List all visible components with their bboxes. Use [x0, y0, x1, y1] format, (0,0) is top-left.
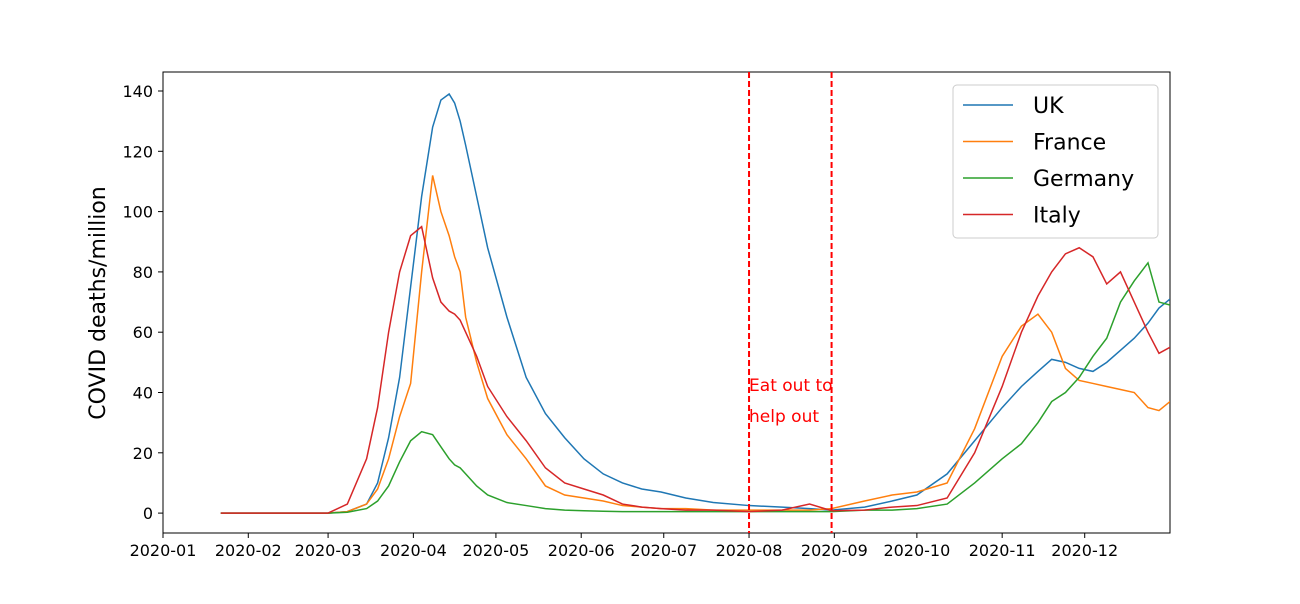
y-tick-label: 140	[122, 82, 153, 101]
x-tick-label: 2020-04	[380, 541, 447, 560]
y-tick-label: 80	[133, 263, 153, 282]
annotation: help out	[749, 407, 819, 427]
x-tick-label: 2020-06	[548, 541, 615, 560]
y-tick-label: 40	[133, 383, 153, 402]
legend-label: Italy	[1033, 204, 1081, 229]
legend-label: Germany	[1033, 167, 1134, 192]
x-tick-label: 2020-09	[801, 541, 868, 560]
x-tick-label: 2020-11	[969, 541, 1036, 560]
y-tick-label: 20	[133, 444, 153, 463]
y-tick-label: 100	[122, 203, 153, 222]
x-tick-label: 2020-10	[883, 541, 950, 560]
x-tick-label: 2020-12	[1051, 541, 1118, 560]
x-tick-label: 2020-01	[130, 541, 197, 560]
legend-box	[952, 84, 1159, 239]
legend-label: France	[1033, 131, 1106, 156]
x-tick-label: 2020-08	[716, 541, 783, 560]
x-tick-label: 2020-03	[295, 541, 362, 560]
annotation: Eat out to	[749, 376, 833, 396]
legend-label: UK	[1033, 94, 1064, 119]
series-line	[220, 225, 1170, 514]
series-line	[220, 261, 1170, 514]
x-tick-label: 2020-07	[630, 541, 697, 560]
y-tick-label: 120	[122, 142, 153, 161]
plot-frame	[162, 71, 1171, 534]
y-tick-label: 0	[143, 504, 153, 523]
y-axis-label: COVID deaths/million	[86, 186, 111, 419]
x-tick-label: 2020-02	[215, 541, 282, 560]
y-tick-label: 60	[133, 323, 153, 342]
x-tick-label: 2020-05	[462, 541, 529, 560]
